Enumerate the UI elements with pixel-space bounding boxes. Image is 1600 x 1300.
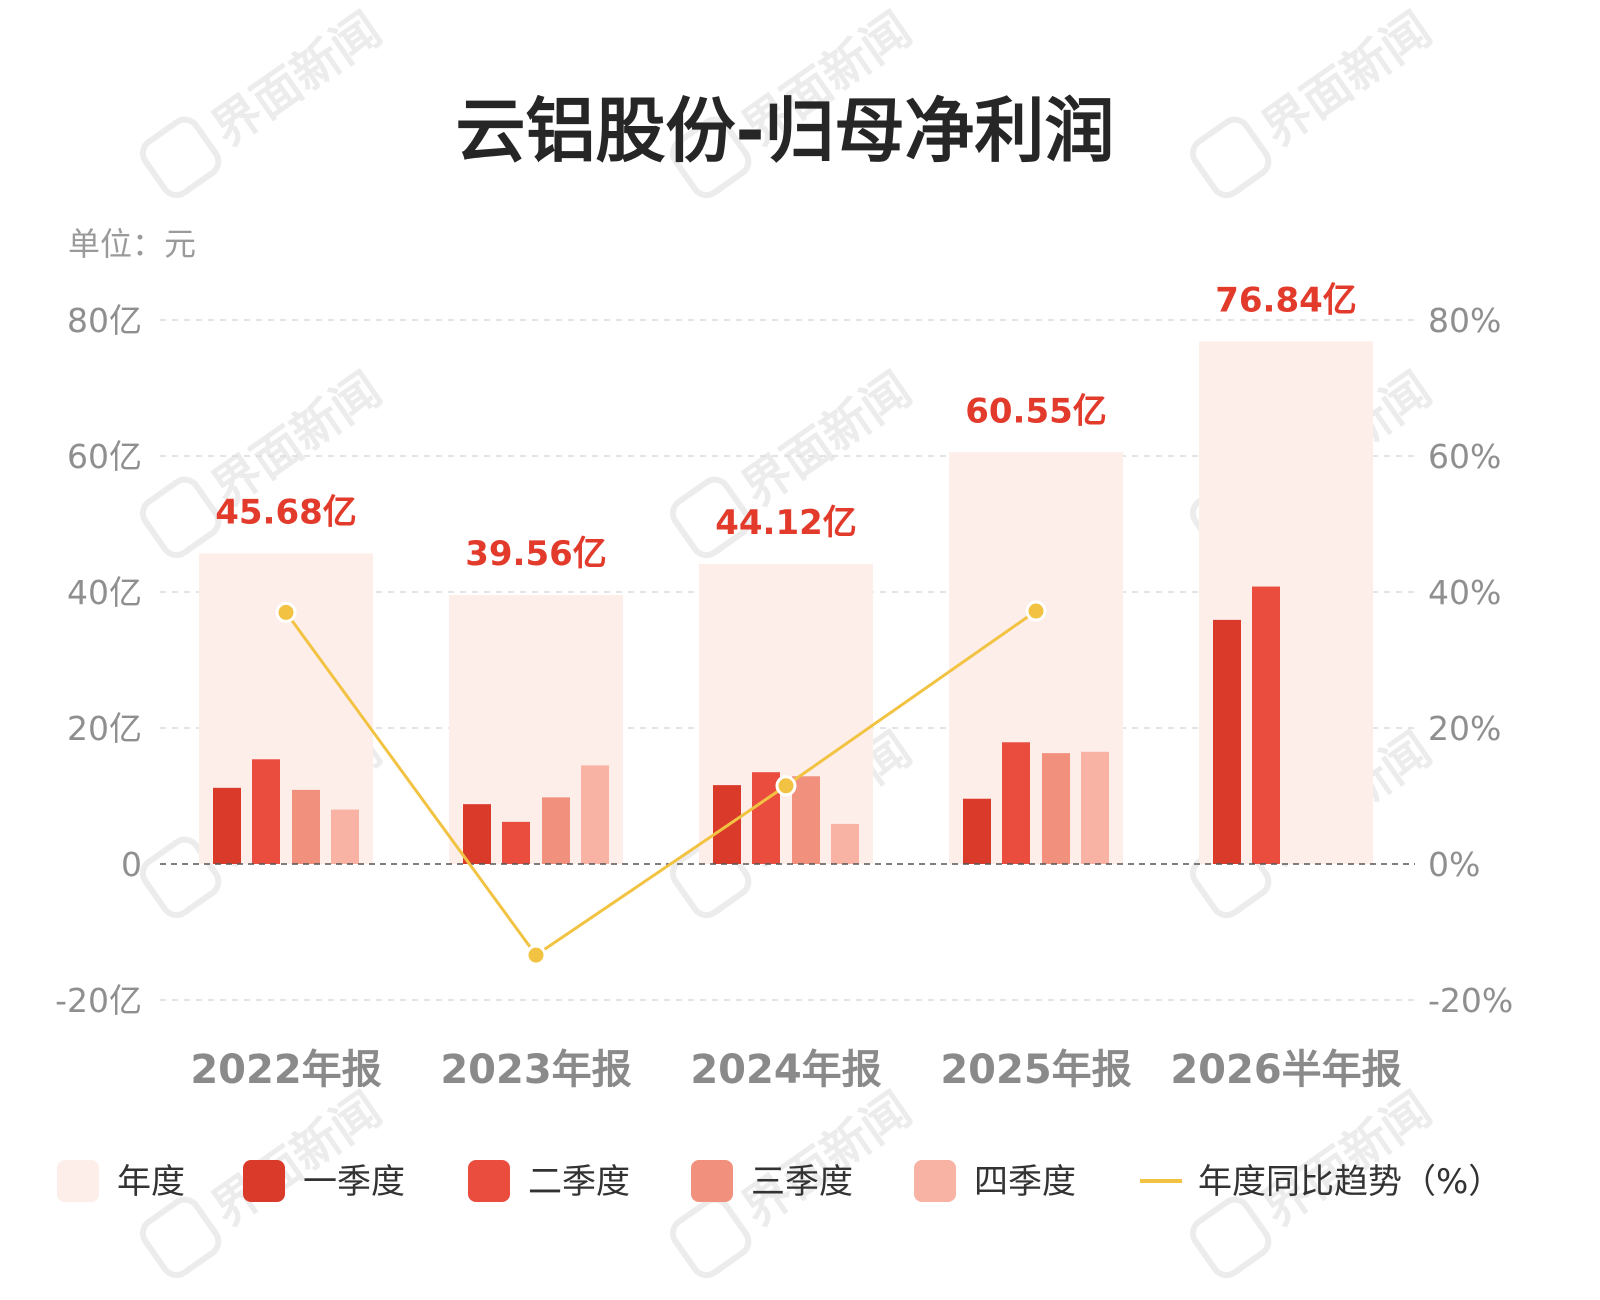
legend: 年度 一季度 二季度 三季度 四季度 年度同比趋势（%） xyxy=(57,1160,1502,1202)
annual-total-label: 45.68亿 xyxy=(215,492,357,532)
quarter-bar xyxy=(463,804,491,864)
legend-swatch xyxy=(243,1160,285,1202)
y-right-tick-label: 0% xyxy=(1428,845,1480,884)
category-label: 2023年报 xyxy=(440,1047,631,1093)
category-label: 2026半年报 xyxy=(1170,1047,1401,1093)
annual-total-label: 60.55亿 xyxy=(965,391,1107,431)
quarter-bar xyxy=(1002,742,1030,864)
watermark-text: 界面新闻 xyxy=(1252,2,1441,158)
y-left-tick-label: 0 xyxy=(121,845,142,884)
watermark-logo-icon xyxy=(669,476,752,559)
legend-label: 三季度 xyxy=(751,1162,853,1202)
y-right-tick-label: -20% xyxy=(1428,981,1513,1020)
quarter-bar xyxy=(1081,751,1109,864)
quarter-bar xyxy=(213,787,241,864)
watermark-logo-icon xyxy=(1189,116,1272,199)
watermark-text: 界面新闻 xyxy=(202,1082,391,1238)
watermark-logo-icon xyxy=(139,116,222,199)
watermark-logo-icon xyxy=(1189,1196,1272,1279)
quarter-bar xyxy=(792,776,820,864)
y-right-tick-label: 40% xyxy=(1428,573,1501,612)
quarter-bar xyxy=(292,789,320,864)
quarter-bar xyxy=(331,809,359,864)
watermark-text: 界面新闻 xyxy=(202,2,391,158)
quarter-bar xyxy=(831,823,859,864)
legend-swatch xyxy=(914,1160,956,1202)
y-right-tick-label: 60% xyxy=(1428,437,1501,476)
category-label: 2024年报 xyxy=(690,1047,881,1093)
quarter-bar xyxy=(1252,586,1280,864)
y-left-tick-label: 20亿 xyxy=(67,709,142,748)
legend-swatch xyxy=(468,1160,510,1202)
watermark: 界面新闻 xyxy=(1189,2,1442,199)
y-left-tick-label: 60亿 xyxy=(67,437,142,476)
category-label: 2022年报 xyxy=(190,1047,381,1093)
legend-label: 年度 xyxy=(117,1162,185,1202)
annual-total-label: 76.84亿 xyxy=(1215,280,1357,320)
trend-point xyxy=(525,944,547,966)
y-right-tick-label: 20% xyxy=(1428,709,1501,748)
y-right-tick-label: 80% xyxy=(1428,301,1501,340)
quarter-bar xyxy=(752,772,780,864)
legend-swatch xyxy=(691,1160,733,1202)
annual-total-label: 39.56亿 xyxy=(465,534,607,574)
watermark-logo-icon xyxy=(669,116,752,199)
y-left-tick-label: 40亿 xyxy=(67,573,142,612)
trend-point xyxy=(775,775,797,797)
legend-label: 二季度 xyxy=(528,1162,630,1202)
annual-total-labels: 45.68亿 39.56亿 44.12亿 60.55亿 76.84亿 xyxy=(215,280,1357,574)
watermark-text: 界面新闻 xyxy=(1252,1082,1441,1238)
y-left-tick-label: -20亿 xyxy=(55,981,142,1020)
trend-line-path xyxy=(284,609,1037,958)
annual-total-label: 44.12亿 xyxy=(715,503,857,543)
trend-line xyxy=(275,600,1047,966)
legend-label: 一季度 xyxy=(303,1162,405,1202)
watermark-text: 界面新闻 xyxy=(732,362,921,518)
unit-label: 单位：元 xyxy=(68,225,196,263)
x-axis-categories: 2022年报 2023年报 2024年报 2025年报 2026半年报 xyxy=(190,1047,1401,1093)
legend-label: 四季度 xyxy=(974,1162,1076,1202)
watermark-text: 界面新闻 xyxy=(732,1082,921,1238)
watermark-logo-icon xyxy=(669,1196,752,1279)
watermark-logo-icon xyxy=(139,1196,222,1279)
quarter-bar xyxy=(502,821,530,864)
y-left-tick-label: 80亿 xyxy=(67,301,142,340)
chart-title: 云铝股份-归母净利润 xyxy=(455,90,1114,172)
watermark-logo-icon xyxy=(139,476,222,559)
quarter-bars xyxy=(213,586,1280,864)
quarter-bar xyxy=(542,797,570,864)
quarter-bar xyxy=(1213,619,1241,864)
legend-label: 年度同比趋势（%） xyxy=(1198,1162,1502,1202)
quarter-bar xyxy=(1042,753,1070,864)
trend-point xyxy=(1025,600,1047,622)
watermark: 界面新闻 xyxy=(139,2,392,199)
y-axis-left: 80亿 60亿 40亿 20亿 0 -20亿 xyxy=(55,301,142,1020)
trend-point xyxy=(275,601,297,623)
quarter-bar xyxy=(252,759,280,864)
legend-swatch xyxy=(57,1160,99,1202)
quarter-bar xyxy=(963,798,991,864)
y-axis-right: 80% 60% 40% 20% 0% -20% xyxy=(1428,301,1513,1020)
quarter-bar xyxy=(581,765,609,864)
category-label: 2025年报 xyxy=(940,1047,1131,1093)
